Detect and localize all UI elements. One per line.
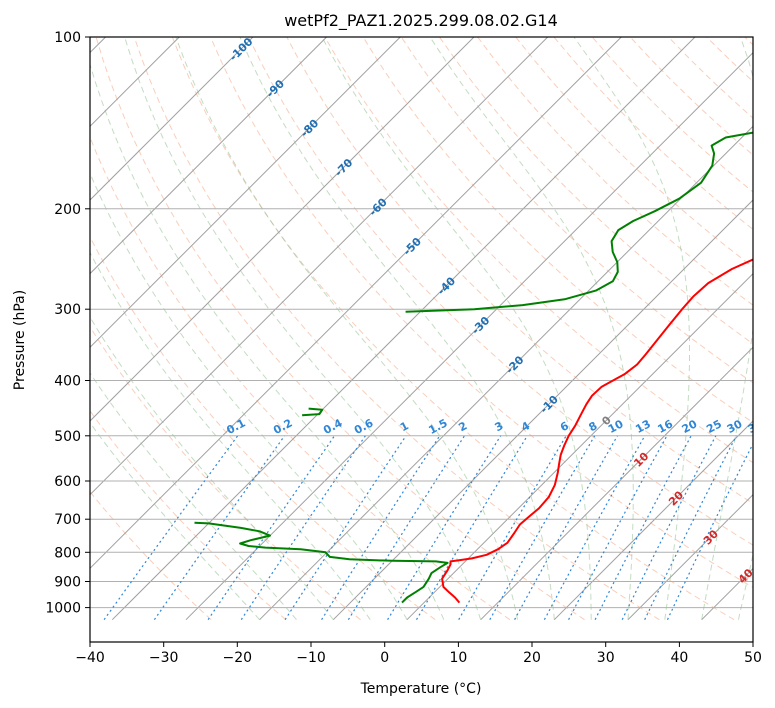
y-tick-label: 600 <box>54 474 81 490</box>
x-tick-label: −20 <box>223 650 253 666</box>
y-axis-title: Pressure (hPa) <box>12 290 28 390</box>
x-tick-label: 0 <box>380 650 389 666</box>
mixing-ratio-line <box>458 435 567 621</box>
moist-adiabat-line <box>429 37 634 620</box>
background-lines <box>90 37 753 621</box>
y-tick-label: 300 <box>54 302 81 318</box>
dry-adiabat-line <box>90 325 361 621</box>
mixing-ratio-label: 30 <box>725 417 745 436</box>
isotherm-line <box>553 420 753 621</box>
mixing-ratio-line <box>153 435 285 621</box>
y-axis: 100 200 300 400 500 600 700 800 900 1000 <box>45 30 90 617</box>
x-tick-label: 30 <box>597 650 615 666</box>
moist-adiabat-line <box>90 421 260 621</box>
dry-adiabat-line <box>248 37 753 546</box>
isotherm-line <box>90 37 549 496</box>
dry-adiabat-line <box>324 37 753 464</box>
mixing-ratio-line <box>207 435 335 621</box>
moist-adiabat-line <box>175 37 518 620</box>
mixing-ratio-label: 16 <box>655 417 675 436</box>
dry-adiabat-line <box>171 37 735 621</box>
dewpoint-line <box>194 521 449 604</box>
y-tick-label: 200 <box>54 202 81 218</box>
isotherm-line <box>185 51 753 621</box>
mixing-ratio-line <box>387 435 502 621</box>
mixing-ratio-line <box>621 435 717 620</box>
isotherm-line <box>90 37 401 349</box>
dry-adiabat-line <box>400 37 753 384</box>
x-tick-label: −30 <box>149 650 179 666</box>
y-tick-label: 700 <box>54 512 81 528</box>
isotherm-line <box>406 272 753 621</box>
plot-background <box>90 37 753 642</box>
mixing-ratio-label: 25 <box>704 417 724 436</box>
moist-adiabat-line <box>701 37 753 620</box>
y-tick-label: 500 <box>54 429 81 445</box>
dry-adiabat-line <box>90 409 287 621</box>
dry-adiabat-line <box>95 37 585 621</box>
x-tick-label: 10 <box>449 650 467 666</box>
dry-adiabat-line <box>210 37 753 589</box>
mixing-ratio-label: 20 <box>680 417 700 436</box>
mixing-ratio-line <box>568 435 668 620</box>
mixing-ratio-line <box>594 435 692 620</box>
mixing-ratio-line <box>321 435 441 621</box>
dry-adiabat-line <box>362 37 753 424</box>
isotherm-line <box>627 493 753 621</box>
isotherm-line <box>90 37 254 201</box>
moist-adiabat-line <box>90 251 371 620</box>
moist-adiabat-line <box>90 371 297 621</box>
mixing-ratio-label: 13 <box>633 417 653 436</box>
mixing-ratio-line <box>543 435 646 620</box>
mixing-ratio-line <box>514 435 618 620</box>
y-tick-label: 900 <box>54 575 81 591</box>
x-tick-label: −40 <box>75 650 105 666</box>
mixing-ratio-line <box>489 435 596 620</box>
temperature-line <box>441 258 753 604</box>
x-tick-label: 50 <box>744 650 762 666</box>
dewpoint-line <box>405 131 753 313</box>
y-tick-label: 1000 <box>45 601 81 617</box>
mixing-ratio-label: 10 <box>606 417 626 436</box>
isotherm-line <box>332 199 753 621</box>
x-tick-label: 40 <box>670 650 688 666</box>
dry-adiabat-line <box>438 37 753 345</box>
sounding-series <box>194 131 753 604</box>
moist-adiabat-line <box>573 37 690 620</box>
isotherm-line <box>90 37 475 422</box>
dewpoint-line <box>302 407 324 417</box>
plot-frame <box>89 36 754 643</box>
dry-adiabat-line <box>133 37 660 621</box>
moist-adiabat-line <box>239 37 555 620</box>
moist-adiabat-line <box>321 37 592 620</box>
dry-adiabat-line <box>477 37 753 306</box>
x-axis: −40 −30 −20 −10 0 10 20 30 40 50 <box>75 642 762 666</box>
y-tick-label: 800 <box>54 545 81 561</box>
isotherm-line <box>90 37 327 275</box>
moist-adiabat-line <box>124 37 482 620</box>
isotherm-line <box>90 37 622 570</box>
mixing-ratio-label: 36 <box>746 417 766 436</box>
x-axis-title: Temperature (°C) <box>360 681 482 697</box>
mixing-ratio-line <box>284 435 407 621</box>
y-tick-label: 100 <box>54 30 81 46</box>
mixing-ratio-line <box>103 435 239 621</box>
mixing-ratio-line <box>415 435 528 621</box>
mixing-ratio-line <box>347 435 466 621</box>
moist-adiabat-line <box>90 62 445 620</box>
mixing-ratio-line <box>644 435 737 620</box>
x-tick-label: −10 <box>296 650 326 666</box>
y-tick-label: 400 <box>54 374 81 390</box>
isotherm-line <box>480 346 753 621</box>
chart-title: wetPf2_PAZ1.2025.299.08.02.G14 <box>284 11 558 31</box>
moist-adiabat-line <box>738 552 753 620</box>
mixing-ratio-line <box>240 435 366 621</box>
x-tick-label: 20 <box>523 650 541 666</box>
